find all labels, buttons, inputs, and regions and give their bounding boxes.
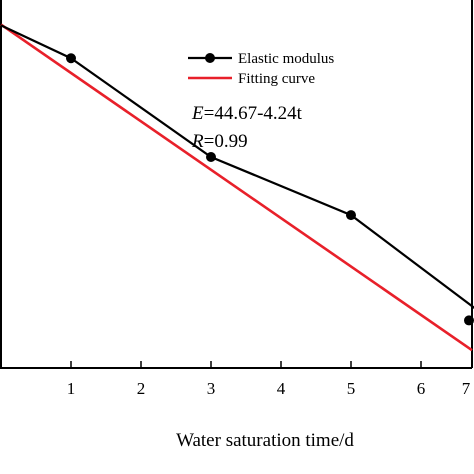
correlation-coefficient: R=0.99 <box>191 131 248 152</box>
series-layer <box>0 23 474 352</box>
x-tick-label-1: 1 <box>67 379 76 398</box>
legend-label-fitting-curve: Fitting curve <box>238 71 315 87</box>
legend: Elastic modulus Fitting curve <box>188 51 334 87</box>
x-tick-label-4: 4 <box>277 379 286 398</box>
legend-marker-elastic-modulus <box>205 53 215 63</box>
point-elastic-modulus-3 <box>206 151 216 162</box>
series-fitting-curve-line <box>0 23 473 352</box>
x-tick-label-2: 2 <box>137 379 146 398</box>
correlation-variable: R <box>191 131 204 152</box>
point-elastic-modulus-7 <box>464 315 474 326</box>
x-tick-label-3: 3 <box>207 379 216 398</box>
fit-equation: E=44.67-4.24t <box>191 103 303 124</box>
legend-label-elastic-modulus: Elastic modulus <box>238 51 334 67</box>
point-elastic-modulus-1 <box>66 53 76 64</box>
fit-equation-variable: E <box>191 103 204 124</box>
series-elastic-modulus-line <box>0 24 474 310</box>
x-tick-label-5: 5 <box>347 379 356 398</box>
x-tick-label-6: 6 <box>417 379 426 398</box>
x-tick-label-7: 7 <box>462 379 471 398</box>
fit-equation-value: =44.67-4.24t <box>204 103 303 124</box>
correlation-value: =0.99 <box>204 131 248 152</box>
x-axis-ticks: 1 2 3 4 5 6 7 <box>67 361 471 398</box>
point-elastic-modulus-5 <box>346 210 356 221</box>
x-axis-label: Water saturation time/d <box>176 430 354 451</box>
